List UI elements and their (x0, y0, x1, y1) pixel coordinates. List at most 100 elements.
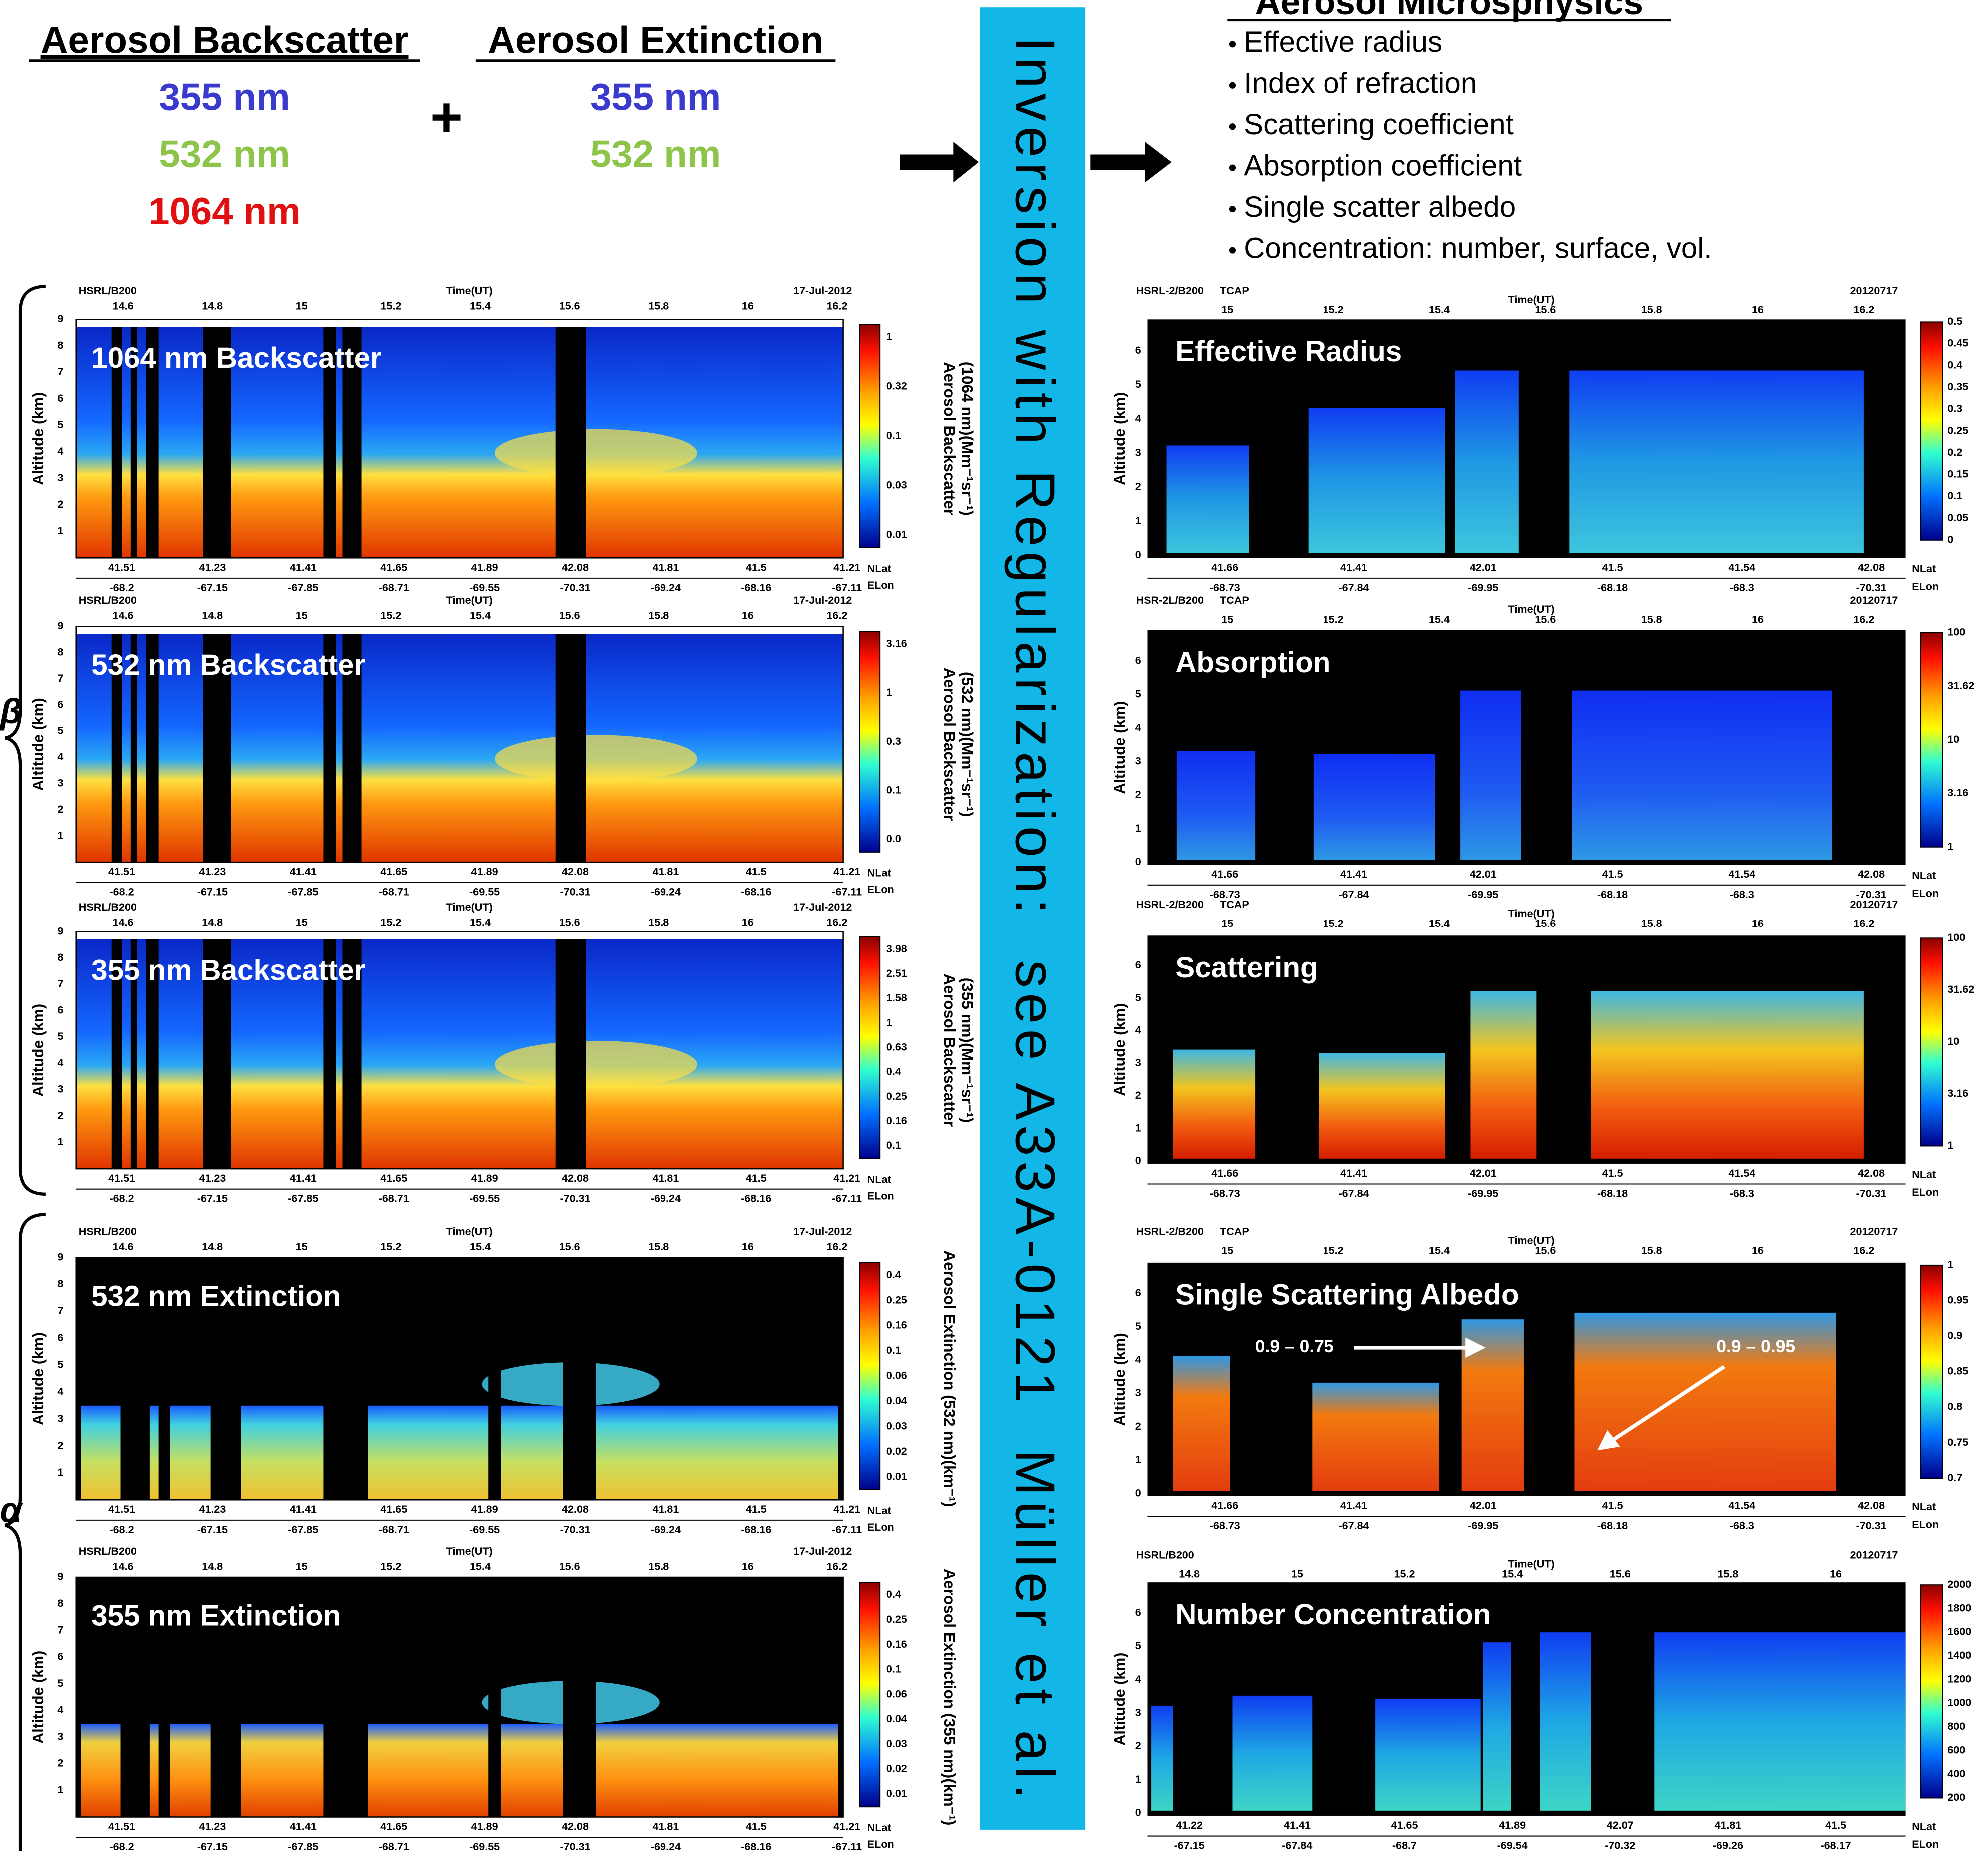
colorbar (859, 1582, 881, 1808)
colorbar-tick-label: 3.98 (886, 942, 907, 955)
lat-tick-label: 41.65 (380, 865, 407, 878)
annotation: 0.9 – 0.75 (1255, 1336, 1334, 1356)
time-tick-label: 15.6 (1610, 1568, 1631, 1580)
colorbar-tick-label: 0.4 (886, 1065, 901, 1078)
lon-tick-label: -69.95 (1468, 1519, 1498, 1532)
lon-tick-label: -68.3 (1730, 581, 1754, 594)
lon-tick-label: -70.31 (1856, 1519, 1887, 1532)
retrieval-block (1313, 754, 1435, 860)
lat-tick-label: 41.81 (1714, 1819, 1741, 1831)
elon-label: ELon (867, 1838, 894, 1850)
colorbar (859, 936, 881, 1159)
time-tick-label: 14.8 (202, 916, 223, 928)
time-tick-label: 15 (1221, 1244, 1233, 1257)
elon-label: ELon (1912, 887, 1939, 899)
colorbar-tick-label: 0.25 (1947, 424, 1968, 436)
colorbar-tick-label: 0.01 (886, 1787, 907, 1800)
colorbar-tick-label: 0.01 (886, 1470, 907, 1482)
colorbar-tick-label: 0.05 (1947, 511, 1968, 524)
time-axis-label: Time(UT) (1508, 603, 1555, 615)
time-tick-label: 15.2 (1323, 917, 1344, 929)
time-tick-label: 16.2 (1853, 917, 1874, 929)
time-tick-label: 16.2 (826, 916, 847, 928)
alt-tick-label: 3 (57, 1083, 63, 1095)
retrieval-block (1460, 690, 1521, 860)
time-tick-label: 16.2 (1853, 303, 1874, 316)
colorbar-tick-label: 10 (1947, 733, 1959, 745)
lat-tick-label: 41.23 (199, 1172, 226, 1184)
lon-tick-label: -67.11 (832, 581, 862, 594)
lon-tick-label: -70.31 (1856, 581, 1887, 594)
elon-label: ELon (1912, 1186, 1939, 1198)
alt-tick-label: 3 (1135, 1706, 1141, 1719)
colorbar-tick-label: 0.4 (886, 1588, 901, 1600)
alt-tick-label: 9 (57, 312, 63, 325)
time-tick-label: 16.2 (826, 609, 847, 622)
colorbar-title: Aerosol Extinction (355 nm)(km⁻¹) (941, 1569, 959, 1826)
plot-frame (75, 1257, 844, 1501)
bullet (1229, 164, 1236, 171)
bullet (1229, 123, 1236, 130)
data-gap (130, 327, 137, 558)
lat-tick-label: 41.5 (1602, 561, 1623, 573)
alt-tick-label: 6 (1135, 654, 1141, 667)
nlat-label: NLat (1912, 1168, 1936, 1180)
lat-tick-label: 42.01 (1470, 1499, 1497, 1512)
time-tick-label: 16.2 (1853, 1244, 1874, 1257)
arrow (1090, 142, 1172, 183)
panel-label: 355 nm Extinction (91, 1600, 341, 1632)
alt-tick-label: 2 (1135, 1420, 1141, 1432)
colorbar-tick-label: 0.95 (1947, 1294, 1968, 1306)
time-tick-label: 16 (1752, 303, 1764, 316)
alt-tick-label: 6 (57, 1650, 63, 1663)
colorbar-tick-label: 0.35 (1947, 380, 1968, 393)
altitude-label: Altitude (km) (30, 1651, 47, 1744)
alt-tick-label: 4 (1135, 412, 1141, 424)
colorbar-tick-label: 1.58 (886, 991, 907, 1004)
nlat-label: NLat (1912, 562, 1936, 575)
wavelength: 1064 nm (148, 190, 301, 233)
alt-tick-label: 5 (57, 1358, 63, 1371)
source-label: HSRL/B200 (79, 594, 137, 606)
lon-tick-label: -68.3 (1730, 1187, 1754, 1200)
lon-tick-label: -68.2 (109, 1523, 134, 1536)
data-gap (130, 634, 137, 863)
time-tick-label: 15.8 (1641, 917, 1662, 929)
altitude-label: Altitude (km) (1111, 1003, 1128, 1096)
alt-tick-label: 5 (57, 418, 63, 431)
retrieval-block (1151, 1705, 1173, 1811)
time-tick-label: 15.2 (380, 609, 401, 622)
alt-tick-label: 2 (1135, 1739, 1141, 1752)
alt-tick-label: 6 (1135, 1606, 1141, 1618)
list-item: Scattering coefficient (1244, 108, 1514, 141)
data-gap (323, 1577, 368, 1817)
campaign-label: TCAP (1220, 594, 1249, 606)
alt-tick-label: 6 (57, 698, 63, 710)
retrieval-block (1654, 1632, 1906, 1811)
time-tick-label: 15.4 (470, 1240, 491, 1253)
microphysics-list: Effective radius Index of refraction Scatt… (1229, 26, 1712, 264)
alt-tick-label: 1 (57, 1466, 63, 1478)
time-tick-label: 16 (742, 1240, 754, 1253)
lat-tick-label: 42.08 (1858, 1499, 1885, 1512)
cloud-plume (494, 735, 697, 782)
campaign-label: TCAP (1220, 284, 1249, 297)
retrieval-block (1375, 1699, 1481, 1811)
retrieval-block (1173, 1049, 1256, 1159)
retrieval-block (1569, 370, 1864, 553)
alt-tick-label: 3 (57, 1730, 63, 1742)
colorbar-title: (1064 nm)(Mm⁻¹sr⁻¹) (958, 362, 976, 516)
lon-tick-label: -68.18 (1597, 581, 1628, 594)
colorbar-tick-label: 0.75 (1947, 1436, 1968, 1448)
nlat-label: NLat (867, 1821, 891, 1834)
alt-tick-label: 2 (57, 498, 63, 510)
data-gap (203, 327, 231, 558)
time-tick-label: 15.2 (1323, 1244, 1344, 1257)
time-tick-label: 15.2 (380, 1240, 401, 1253)
alt-tick-label: 4 (57, 1703, 63, 1716)
lat-tick-label: 41.41 (1340, 561, 1367, 573)
alt-tick-label: 3 (57, 777, 63, 789)
lon-tick-label: -68.16 (741, 886, 771, 898)
